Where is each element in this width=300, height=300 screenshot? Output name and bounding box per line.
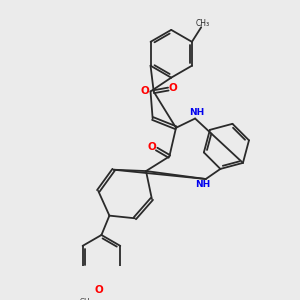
Text: NH: NH — [195, 180, 210, 189]
Text: O: O — [169, 83, 178, 93]
Text: O: O — [140, 86, 149, 96]
Text: CH₃: CH₃ — [80, 298, 93, 300]
Text: O: O — [94, 285, 103, 295]
Text: CH₃: CH₃ — [196, 19, 210, 28]
Text: NH: NH — [189, 108, 204, 117]
Text: O: O — [148, 142, 156, 152]
